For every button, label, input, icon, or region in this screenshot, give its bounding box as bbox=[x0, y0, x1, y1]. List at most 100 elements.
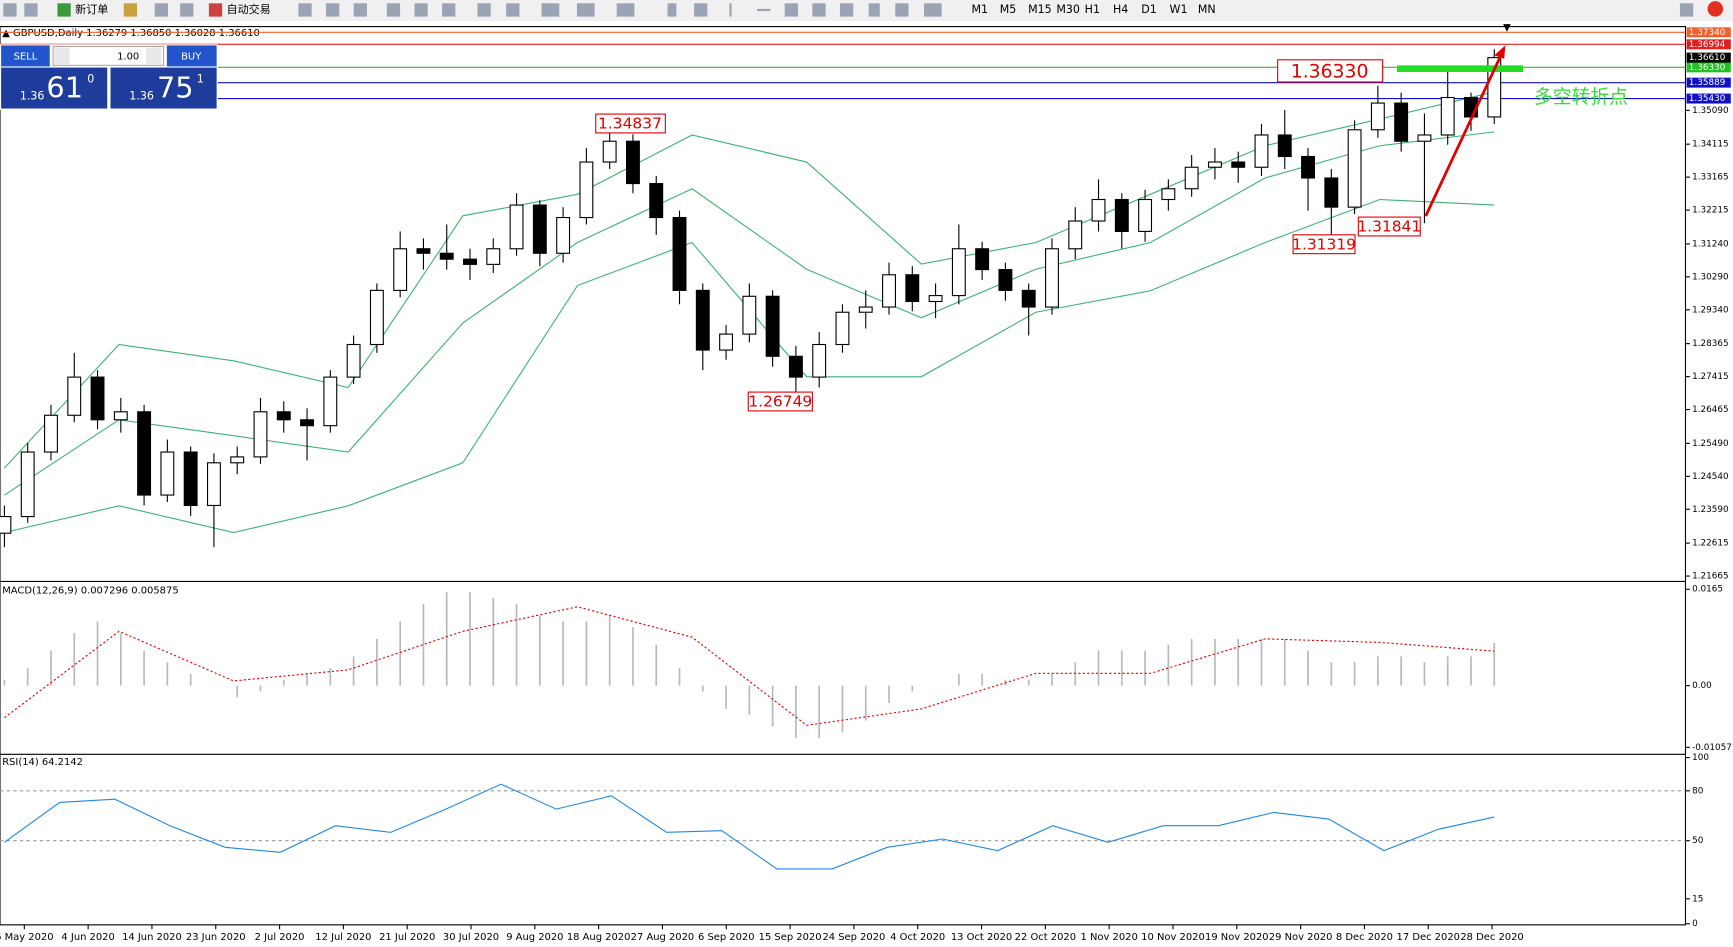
icon[interactable] bbox=[326, 3, 340, 17]
candle-body bbox=[1021, 289, 1036, 308]
icon[interactable] bbox=[839, 3, 854, 17]
candle-body bbox=[300, 419, 315, 427]
macd-bar bbox=[515, 603, 518, 686]
annotation-box bbox=[595, 113, 666, 134]
icon[interactable] bbox=[868, 3, 880, 17]
timeframe[interactable]: M1 bbox=[971, 3, 988, 16]
lots-input[interactable] bbox=[52, 45, 165, 66]
timeframe[interactable]: H1 bbox=[1085, 3, 1100, 16]
x-tick-label: 2 Jul 2020 bbox=[255, 932, 305, 943]
annotation-box bbox=[1292, 234, 1356, 255]
icon[interactable] bbox=[541, 3, 560, 17]
timeframe[interactable]: H4 bbox=[1113, 3, 1128, 16]
x-tick-label: 23 Jun 2020 bbox=[186, 932, 246, 943]
trend-arrow bbox=[1424, 54, 1503, 217]
lots[interactable]: 1.00 bbox=[117, 51, 139, 62]
icon[interactable] bbox=[208, 3, 223, 17]
y-tick-label: 1.25490 bbox=[1692, 439, 1729, 449]
icon[interactable] bbox=[24, 3, 38, 17]
candle-body bbox=[1207, 161, 1222, 168]
candle-body bbox=[1347, 129, 1362, 208]
timeframe[interactable]: M30 bbox=[1056, 3, 1080, 16]
level-label: 1.35889 bbox=[1689, 78, 1726, 88]
macd-bar bbox=[655, 644, 658, 686]
icon[interactable] bbox=[353, 3, 367, 17]
timeframe[interactable]: M5 bbox=[1000, 3, 1017, 16]
macd-bar bbox=[26, 668, 29, 686]
timeframe[interactable]: M15 bbox=[1028, 3, 1052, 16]
candle-body bbox=[486, 248, 501, 265]
icon[interactable] bbox=[812, 3, 826, 17]
macd-bar bbox=[701, 685, 704, 692]
icon[interactable] bbox=[442, 3, 456, 17]
timeframe[interactable]: D1 bbox=[1141, 3, 1157, 16]
icon[interactable] bbox=[57, 3, 71, 17]
macd-bar bbox=[888, 685, 890, 704]
candle-body bbox=[998, 269, 1013, 291]
plot: 1.35090 1.34115 1.33165 1.32215 1.31240 1.302… bbox=[0, 27, 1733, 943]
icon[interactable] bbox=[784, 3, 798, 17]
new-order[interactable]: 新订单 bbox=[75, 2, 108, 16]
buy-price[interactable] bbox=[110, 67, 217, 109]
bollinger-upper bbox=[4, 91, 1495, 469]
sell-price[interactable] bbox=[1, 67, 108, 109]
macd-bar bbox=[1423, 662, 1426, 686]
icon[interactable] bbox=[757, 8, 771, 12]
icon[interactable] bbox=[154, 3, 168, 17]
icon[interactable] bbox=[298, 3, 312, 17]
macd-bar bbox=[539, 615, 541, 686]
sell-button[interactable] bbox=[1, 45, 50, 67]
icon[interactable] bbox=[3, 3, 17, 17]
icon[interactable] bbox=[506, 3, 520, 17]
buy-frac: 1 bbox=[197, 73, 204, 86]
icon[interactable] bbox=[414, 3, 428, 17]
macd-bar bbox=[1260, 638, 1263, 686]
annotation-box bbox=[1357, 216, 1421, 237]
macd-bar bbox=[1446, 656, 1449, 686]
candle-body bbox=[742, 295, 757, 335]
candle-body bbox=[0, 516, 12, 534]
sell-label[interactable]: SELL bbox=[14, 51, 38, 62]
icon[interactable] bbox=[923, 3, 942, 17]
macd-bar bbox=[3, 679, 6, 686]
macd-bar bbox=[73, 633, 76, 686]
spin-down[interactable] bbox=[54, 47, 70, 65]
candle-body bbox=[206, 462, 221, 507]
icon[interactable] bbox=[386, 3, 401, 17]
icon[interactable] bbox=[180, 3, 194, 17]
buy-button[interactable] bbox=[166, 45, 217, 67]
candle-body bbox=[1394, 102, 1409, 142]
level-label: 1.36330 bbox=[1689, 63, 1726, 73]
candle-body bbox=[858, 306, 873, 313]
macd-bar bbox=[795, 685, 797, 739]
annotation-box bbox=[747, 391, 813, 412]
icon[interactable] bbox=[576, 3, 595, 17]
macd-bar bbox=[282, 679, 285, 686]
icon[interactable] bbox=[477, 3, 491, 17]
icon[interactable] bbox=[616, 3, 635, 17]
y-tick-label: 1.33165 bbox=[1692, 173, 1729, 183]
spin-up[interactable] bbox=[145, 47, 162, 65]
timeframe[interactable]: MN bbox=[1198, 3, 1216, 16]
macd-bar bbox=[259, 685, 262, 692]
icon[interactable] bbox=[729, 3, 732, 17]
timeframe[interactable]: W1 bbox=[1170, 3, 1188, 16]
auto-trading[interactable]: 自动交易 bbox=[227, 2, 271, 16]
macd-bar bbox=[306, 673, 308, 686]
level-tag bbox=[1686, 39, 1731, 50]
candle-body bbox=[393, 248, 408, 291]
icon[interactable] bbox=[1679, 3, 1694, 17]
y-tick-label: 1.27415 bbox=[1692, 372, 1729, 382]
macd-bar bbox=[119, 633, 122, 686]
icon[interactable] bbox=[667, 3, 677, 17]
alert-icon[interactable] bbox=[1707, 1, 1724, 17]
icon[interactable] bbox=[895, 3, 909, 17]
icon[interactable] bbox=[694, 3, 708, 17]
icon[interactable] bbox=[123, 3, 138, 17]
x-tick-label: 24 Sep 2020 bbox=[822, 932, 885, 943]
level-tag bbox=[1686, 93, 1731, 104]
arrow-head bbox=[1494, 45, 1506, 59]
buy-label[interactable]: BUY bbox=[181, 51, 202, 62]
candle-body bbox=[1487, 57, 1502, 118]
macd-bar bbox=[981, 673, 983, 686]
